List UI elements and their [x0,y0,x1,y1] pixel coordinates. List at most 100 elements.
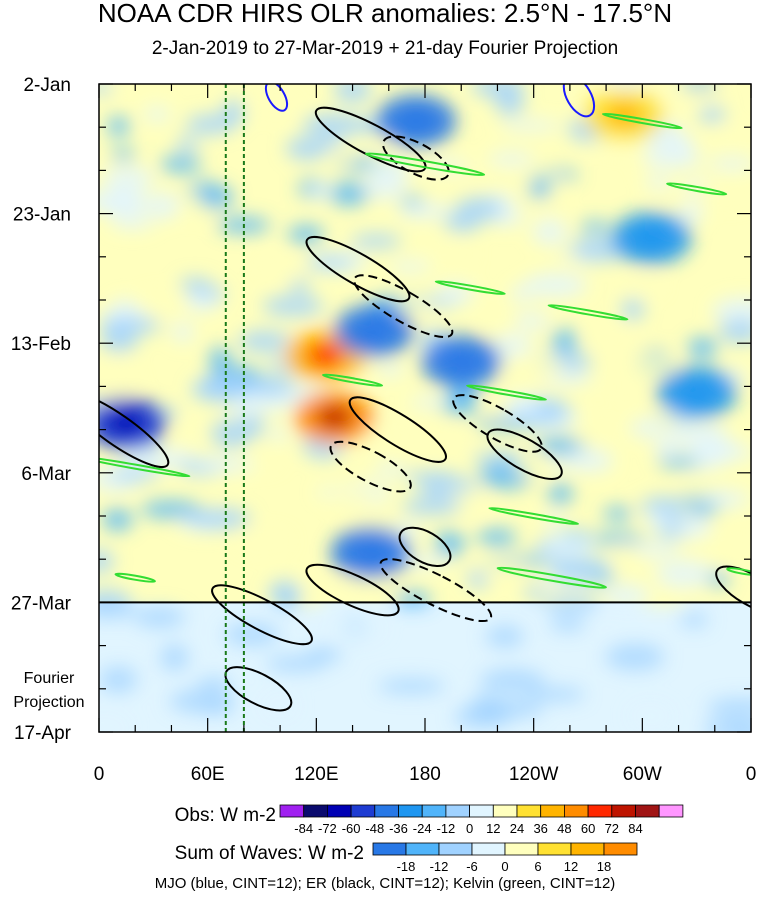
projection-patch [99,602,138,620]
obs-colorbar-level: -48 [365,821,384,836]
anomaly-patch [255,97,295,114]
anomaly-patch [99,316,162,335]
projection-patch [525,686,585,702]
obs-colorbar-level: -72 [318,821,337,836]
kelvin-contour [496,566,607,589]
anomaly-patch [607,84,646,91]
er-contour-positive [305,236,411,303]
er-contour-positive [486,428,563,480]
anomaly-patch [327,148,358,166]
anomaly-patch [110,356,132,384]
anomaly-patch [107,116,130,137]
obs-colorbar-swatch [469,804,494,818]
obs-colorbar-swatch [658,804,684,818]
obs-colorbar-level: -24 [413,821,432,836]
projection-patch [196,676,232,691]
obs-colorbar-level: -36 [389,821,408,836]
anomaly-patch [179,277,212,291]
waves-colorbar-level: 18 [597,859,611,874]
anomaly-patch [685,439,742,462]
anomaly-feature-core [678,380,715,405]
anomaly-patch [488,152,535,166]
anomaly-patch [286,136,328,161]
fourier-label-2: Projection [13,694,85,711]
waves-colorbar-swatch [537,842,572,856]
anomaly-patch [268,428,289,441]
x-tick-label: 180 [409,764,441,785]
obs-colorbar-label: Obs: W m-2 [174,805,276,826]
anomaly-patch [102,166,154,192]
anomaly-patch [495,88,525,116]
anomaly-patch [397,203,452,219]
anomaly-patch [172,322,194,342]
projection-patch [263,693,296,718]
waves-colorbar-level: 0 [501,859,508,874]
anomaly-patch [109,469,161,481]
kelvin-contour [666,182,728,196]
kelvin-contour [114,572,156,583]
anomaly-patch [592,420,615,434]
er-contour-positive [398,526,452,567]
y-tick-label: 2-Jan [23,75,71,96]
anomaly-patch [419,244,473,265]
x-tick-label: 60E [191,764,225,785]
obs-colorbar-level: 36 [533,821,547,836]
anomaly-patch [209,346,231,371]
anomaly-patch [239,531,290,551]
anomaly-patch [640,496,686,515]
obs-colorbar-swatch [398,804,423,818]
projection-patch [378,678,446,694]
anomaly-feature-core [356,318,393,343]
waves-colorbar-level: -18 [397,859,416,874]
anomaly-patch [328,486,380,507]
waves-colorbar-swatch [570,842,605,856]
anomaly-patch [160,155,202,173]
anomaly-patch [547,483,574,505]
anomaly-patch [589,533,646,545]
anomaly-patch [221,405,262,416]
anomaly-patch [110,216,155,230]
projection-patch [629,703,671,727]
obs-colorbar-swatch [350,804,376,818]
anomaly-patch [258,260,302,276]
anomaly-patch [505,393,539,421]
obs-colorbar-level: 48 [557,821,571,836]
anomaly-patch [305,256,355,269]
anomaly-patch [333,84,372,103]
obs-colorbar-swatch [516,804,542,818]
anomaly-patch [687,337,718,359]
obs-colorbar-swatch [611,804,636,818]
er-contour-positive [348,396,447,463]
overlay-legend: MJO (blue, CINT=12); ER (black, CINT=12)… [154,875,616,892]
anomaly-patch [110,148,136,161]
anomaly-patch [709,129,747,144]
anomaly-patch [645,176,672,189]
mjo-contour [264,84,289,112]
anomaly-patch [187,508,252,529]
anomaly-patch [514,312,550,329]
obs-colorbar-level: 72 [605,821,619,836]
anomaly-patch [635,542,680,557]
projection-patch [706,697,751,717]
obs-colorbar-level: -12 [437,821,456,836]
obs-colorbar-swatch [540,804,565,818]
anomaly-patch [680,84,719,90]
anomaly-patch [656,560,713,588]
anomaly-patch [361,175,407,200]
anomaly-patch [457,168,510,183]
obs-colorbar-level: 0 [466,821,473,836]
obs-colorbar-level: 60 [581,821,595,836]
x-tick-label: 60W [623,764,662,785]
anomaly-patch [585,333,636,346]
anomaly-feature-core [443,349,480,374]
anomaly-patch [503,354,565,382]
anomaly-patch [137,292,187,318]
anomaly-patch [444,211,481,233]
obs-colorbar-swatch [326,804,352,818]
anomaly-patch [173,427,196,454]
waves-colorbar-swatch [372,842,407,856]
projection-patch [469,693,503,722]
projection-patch [605,643,665,671]
y-tick-label: 23-Jan [13,205,71,226]
waves-colorbar-swatch [438,842,473,856]
